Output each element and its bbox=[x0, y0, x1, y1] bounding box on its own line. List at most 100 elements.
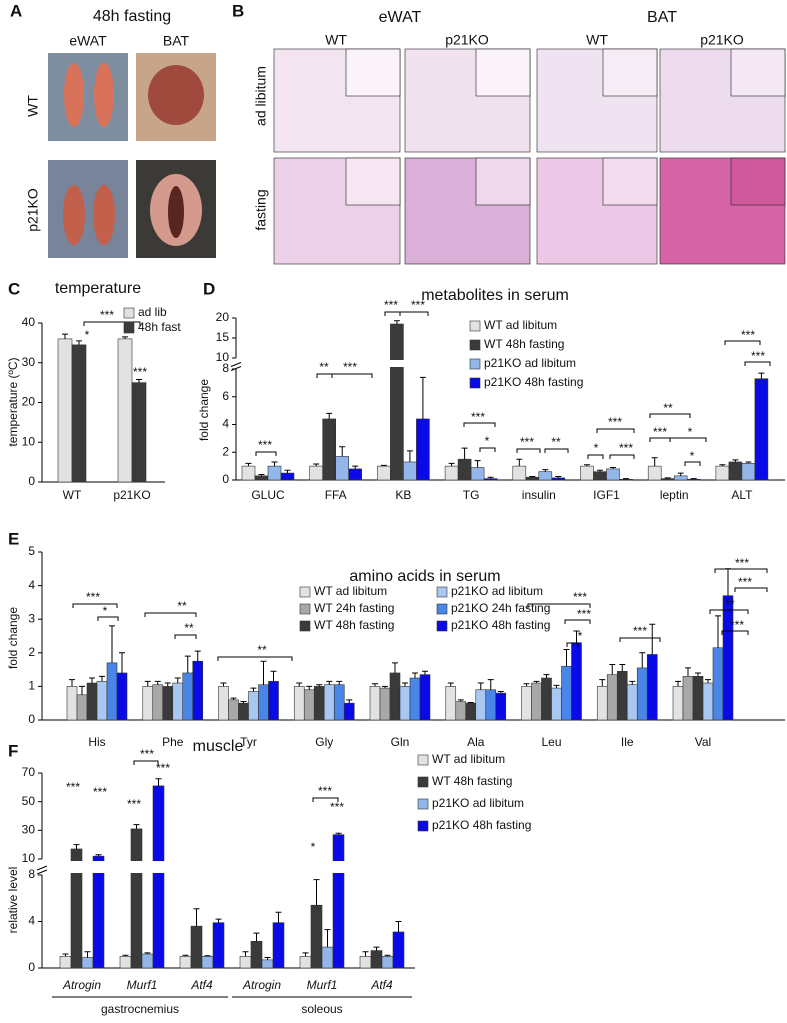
error-bar bbox=[84, 951, 91, 958]
column-label: WT bbox=[586, 32, 608, 48]
photo bbox=[48, 160, 128, 258]
significance-stars: * bbox=[688, 425, 693, 439]
panel-label: F bbox=[8, 741, 18, 760]
error-bar bbox=[184, 655, 191, 673]
bar bbox=[76, 694, 88, 721]
x-tick-label: Val bbox=[695, 735, 711, 749]
bar bbox=[741, 463, 756, 481]
y-tick-label: 70 bbox=[22, 765, 36, 779]
bar bbox=[521, 686, 532, 721]
bar bbox=[470, 467, 485, 481]
error-bar bbox=[258, 473, 265, 476]
significance-stars: * bbox=[594, 441, 599, 455]
significance-stars: *** bbox=[258, 438, 272, 452]
significance-stars: *** bbox=[573, 590, 587, 604]
significance-bracket bbox=[331, 373, 373, 378]
error-bar bbox=[136, 378, 142, 383]
y-tick-label: 15 bbox=[216, 330, 230, 344]
legend-label: WT ad libitum bbox=[484, 318, 557, 332]
error-bar bbox=[395, 921, 402, 932]
bar bbox=[179, 956, 192, 969]
significance-bracket bbox=[97, 616, 119, 621]
row-label: WT bbox=[25, 95, 41, 117]
bar bbox=[267, 465, 282, 481]
panel-label: E bbox=[8, 529, 19, 548]
bar bbox=[117, 338, 133, 483]
y-tick-label: 10 bbox=[22, 851, 36, 865]
chart-title: metabolites in serum bbox=[421, 287, 569, 304]
bar bbox=[250, 940, 263, 969]
bar bbox=[321, 946, 334, 969]
error-bar bbox=[553, 684, 560, 689]
x-tick-label: Atf4 bbox=[370, 978, 393, 992]
error-bar bbox=[555, 476, 562, 478]
error-bar bbox=[99, 675, 105, 682]
bar bbox=[106, 662, 118, 721]
legend-swatch bbox=[299, 603, 311, 615]
significance-stars: ** bbox=[725, 597, 735, 611]
bar bbox=[512, 465, 527, 481]
significance-stars: *** bbox=[343, 360, 357, 374]
significance-stars: *** bbox=[156, 761, 170, 775]
bar bbox=[71, 344, 87, 483]
significance-bracket bbox=[721, 630, 749, 635]
bar bbox=[445, 686, 457, 721]
error-bar bbox=[629, 680, 636, 685]
bar bbox=[495, 692, 507, 721]
significance-stars: ** bbox=[319, 360, 329, 374]
x-tick-label: leptin bbox=[660, 488, 689, 502]
error-bar bbox=[240, 701, 247, 704]
bar bbox=[241, 465, 256, 481]
significance-stars: *** bbox=[66, 780, 80, 794]
significance-bracket bbox=[479, 447, 496, 452]
bar bbox=[646, 654, 658, 721]
error-bar bbox=[346, 699, 353, 704]
bar bbox=[348, 468, 363, 481]
error-bar bbox=[144, 952, 151, 955]
error-bar bbox=[306, 685, 313, 690]
error-bar bbox=[382, 685, 388, 689]
bar bbox=[626, 684, 638, 721]
error-bar bbox=[610, 467, 616, 469]
bar bbox=[389, 672, 401, 721]
bar bbox=[254, 475, 269, 481]
bar bbox=[86, 682, 98, 721]
error-bar bbox=[76, 340, 82, 345]
significance-stars: *** bbox=[577, 607, 591, 621]
bar bbox=[332, 834, 345, 969]
significance-stars: *** bbox=[100, 308, 114, 322]
bar bbox=[81, 957, 94, 969]
bar bbox=[212, 922, 225, 969]
bar bbox=[66, 686, 78, 721]
bar bbox=[455, 701, 467, 721]
chart-title: amino acids in serum bbox=[349, 568, 500, 585]
group-label: gastrocnemius bbox=[101, 1002, 179, 1016]
error-bar bbox=[573, 630, 580, 643]
bar bbox=[369, 686, 381, 721]
bar bbox=[192, 660, 204, 721]
significance-stars: *** bbox=[633, 624, 647, 638]
significance-stars: *** bbox=[751, 349, 765, 363]
legend-label: WT 48h fasting bbox=[484, 337, 564, 351]
x-tick-label: GLUC bbox=[251, 488, 285, 502]
error-bar bbox=[316, 684, 323, 687]
bar bbox=[419, 674, 431, 721]
error-bar bbox=[412, 672, 418, 678]
bar bbox=[280, 472, 295, 481]
bar bbox=[379, 687, 391, 721]
legend-swatch bbox=[436, 620, 448, 632]
significance-bracket bbox=[516, 448, 541, 453]
chart-title: temperature bbox=[55, 280, 141, 297]
y-tick-label: 1 bbox=[28, 679, 35, 693]
significance-bracket bbox=[133, 760, 159, 765]
bar bbox=[672, 686, 684, 721]
significance-stars: *** bbox=[471, 410, 485, 424]
significance-stars: ** bbox=[663, 401, 673, 415]
significance-stars: *** bbox=[93, 785, 107, 799]
significance-bracket bbox=[72, 603, 118, 608]
x-tick-label: Ile bbox=[621, 735, 634, 749]
bar bbox=[309, 465, 324, 481]
bar bbox=[580, 465, 594, 481]
inset bbox=[475, 48, 531, 97]
y-axis-label: fold change bbox=[197, 379, 211, 441]
